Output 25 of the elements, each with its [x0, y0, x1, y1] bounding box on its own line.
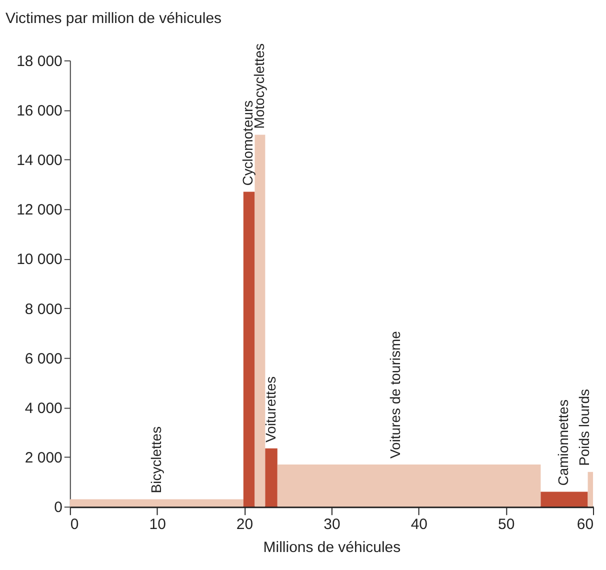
x-tick-label: 10: [149, 516, 166, 534]
y-tick-label: 6 000: [24, 350, 62, 368]
y-tick-label: 10 000: [16, 251, 62, 268]
y-tick-label: 12 000: [16, 202, 62, 219]
annotation: Voiturettes: [262, 376, 278, 442]
y-tick-label: 0: [54, 499, 62, 516]
x-tick-label: 0: [70, 516, 79, 534]
x-tick-label: 60: [576, 516, 594, 534]
y-tick-label: 2 000: [24, 450, 62, 467]
x-tick-label: 50: [498, 516, 515, 534]
x-tick-label: 40: [410, 516, 428, 534]
y-tick-label: 8 000: [24, 300, 62, 318]
x-tick-label: 30: [324, 516, 340, 534]
annotation: Poids lourds: [576, 389, 592, 466]
y-axis-title: Victimes par million de véhicules: [5, 10, 222, 27]
annotation: Bicyclettes: [148, 426, 164, 494]
x-axis-title: Millions de véhicules: [263, 539, 401, 556]
annotation: Camionnettes: [555, 400, 572, 486]
annotation: Voitures de tourisme: [386, 330, 403, 458]
y-tick-label: 4 000: [24, 400, 62, 417]
y-tick-label: 18 000: [16, 52, 62, 70]
y-tick-label: 16 000: [16, 102, 62, 120]
x-tick-label: 20: [236, 516, 254, 534]
y-tick-label: 14 000: [16, 152, 62, 170]
annotation: Cyclomoteurs: [240, 100, 256, 186]
